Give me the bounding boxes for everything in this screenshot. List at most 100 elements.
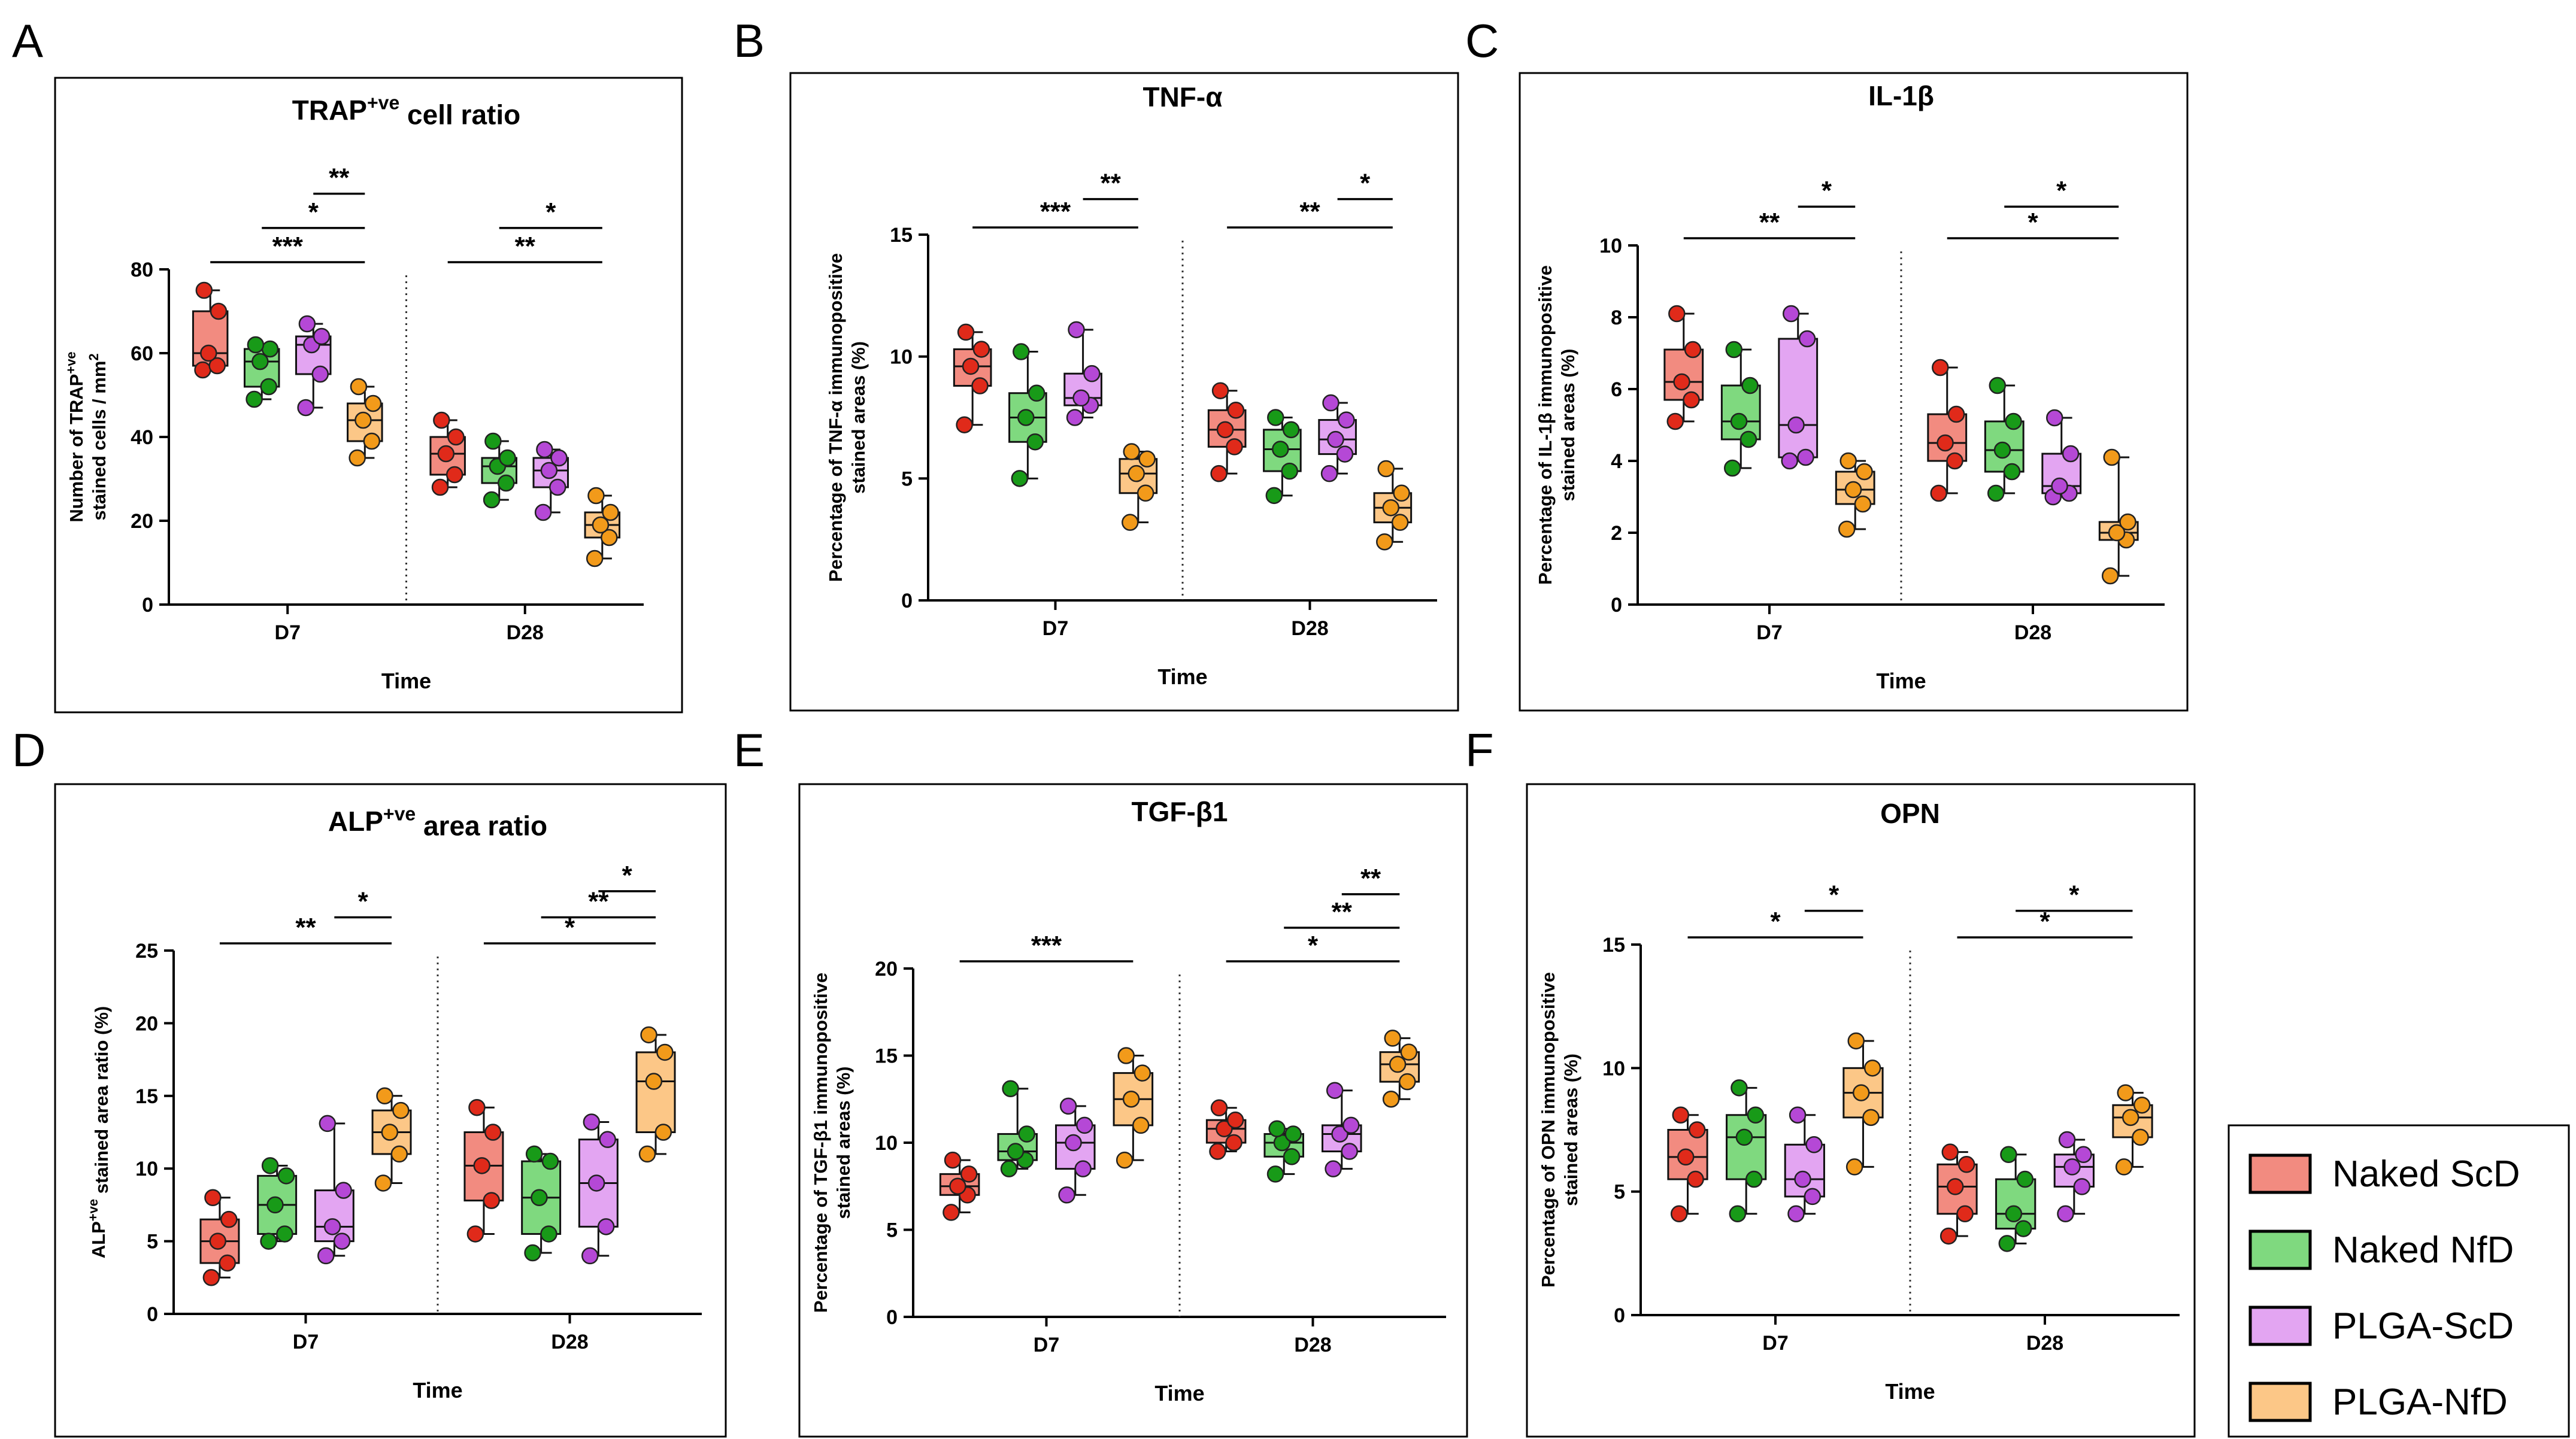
box-plga-nfd-d28 [1373, 460, 1413, 551]
data-point [499, 449, 516, 467]
data-point [2063, 1158, 2081, 1176]
data-point [583, 1113, 601, 1131]
data-point [333, 1232, 351, 1250]
data-point [1265, 487, 1283, 505]
data-point [390, 1145, 408, 1163]
data-point [1132, 1116, 1150, 1134]
data-point [1683, 391, 1700, 409]
data-point [484, 432, 502, 450]
data-point [1134, 1064, 1151, 1082]
y-axis-label-line2: stained areas (%) [833, 1067, 854, 1219]
box-iqr [1778, 338, 1819, 459]
box-plga-scd-d28 [1322, 1082, 1362, 1177]
x-axis-title: Time [1885, 1379, 1935, 1404]
y-axis-label-line1: ALP+ve stained area ratio (%) [86, 1006, 112, 1258]
data-point [1283, 1148, 1301, 1165]
data-point [601, 529, 618, 547]
data-point [1987, 484, 2005, 502]
y-tick-label: 25 [135, 940, 158, 963]
y-tick-label: 10 [1599, 235, 1622, 257]
data-point [524, 1244, 541, 1262]
legend-swatch-plga-nfd [2248, 1382, 2312, 1422]
data-point [1844, 481, 1862, 499]
y-tick-label: 40 [131, 426, 153, 449]
y-axis-label-line2-sup: 2 [86, 353, 101, 360]
panel-frame [798, 783, 1468, 1438]
data-point [2119, 513, 2136, 531]
significance-label: * [545, 198, 556, 227]
data-point [437, 445, 455, 463]
significance-label: * [358, 887, 369, 916]
y-tick-label: 4 [1611, 450, 1622, 473]
data-point [1670, 1205, 1688, 1223]
chart-title: OPN [1880, 798, 1940, 829]
data-point [298, 315, 316, 333]
data-point [1216, 1120, 1233, 1137]
box-naked-scd-d28 [463, 1098, 504, 1243]
data-point [1122, 514, 1139, 531]
data-point [466, 1225, 484, 1243]
y-axis-label: ALP+ve stained area ratio (%) [86, 1006, 112, 1258]
data-point [1216, 421, 1234, 439]
data-point [654, 1124, 672, 1141]
y-tick-label: 5 [886, 1219, 898, 1242]
data-point [971, 377, 989, 394]
data-point [1122, 1091, 1140, 1108]
data-point [581, 1247, 599, 1265]
data-point [1787, 416, 1805, 434]
data-point [1272, 441, 1289, 458]
data-point [1956, 1205, 1974, 1223]
x-tick-label: D28 [1291, 617, 1328, 640]
data-point [219, 1254, 236, 1272]
y-tick-label: 15 [1602, 934, 1625, 957]
y-tick-label: 5 [1614, 1181, 1625, 1204]
data-point [2005, 412, 2022, 430]
y-tick-label: 8 [1611, 306, 1622, 329]
data-point [2115, 1158, 2133, 1176]
chart-title-rest: area ratio [416, 810, 547, 842]
data-point [1677, 1148, 1695, 1166]
box-plga-nfd-d7 [1835, 452, 1875, 538]
data-point [1723, 459, 1741, 477]
data-point [260, 378, 277, 396]
x-tick-label: D28 [507, 621, 544, 644]
chart-title: IL-1β [1868, 80, 1934, 111]
significance-label: *** [1031, 931, 1062, 960]
significance-label: * [1308, 931, 1319, 960]
box-plga-scd-d28 [578, 1113, 619, 1265]
box-naked-scd-d7 [1663, 305, 1704, 430]
chart-title-main: ALP [328, 806, 383, 837]
significance-label: ** [1101, 169, 1122, 198]
data-point [323, 1218, 341, 1235]
y-tick-label: 20 [135, 1012, 158, 1035]
box-naked-nfd-d28 [1263, 409, 1302, 505]
data-point [1789, 1106, 1807, 1124]
data-point [1688, 1121, 1706, 1139]
significance-label: * [2039, 907, 2050, 936]
data-point [348, 449, 366, 467]
data-point [209, 1232, 227, 1250]
data-point [246, 390, 263, 408]
data-point [1322, 394, 1339, 412]
data-point [2058, 1131, 2076, 1149]
data-point [972, 341, 990, 358]
x-axis-title: Time [1157, 664, 1207, 689]
box-iqr [635, 1051, 676, 1133]
box-plga-nfd-d7 [1113, 1047, 1154, 1169]
data-point [1026, 433, 1044, 451]
box-plga-scd-d7 [1063, 321, 1102, 426]
data-point [2016, 1170, 2034, 1188]
data-point [210, 302, 228, 320]
box-naked-nfd-d28 [481, 432, 517, 509]
data-point [261, 340, 279, 358]
box-naked-scd-d7 [192, 281, 229, 379]
box-plga-nfd-d28 [584, 487, 621, 567]
data-point [354, 411, 372, 429]
data-point [1326, 1082, 1344, 1099]
significance-label: * [2056, 176, 2067, 205]
data-point [586, 550, 604, 567]
data-point [540, 462, 558, 479]
y-tick-label: 15 [875, 1045, 898, 1068]
significance-label: *** [272, 232, 304, 261]
data-point [1852, 1084, 1870, 1101]
